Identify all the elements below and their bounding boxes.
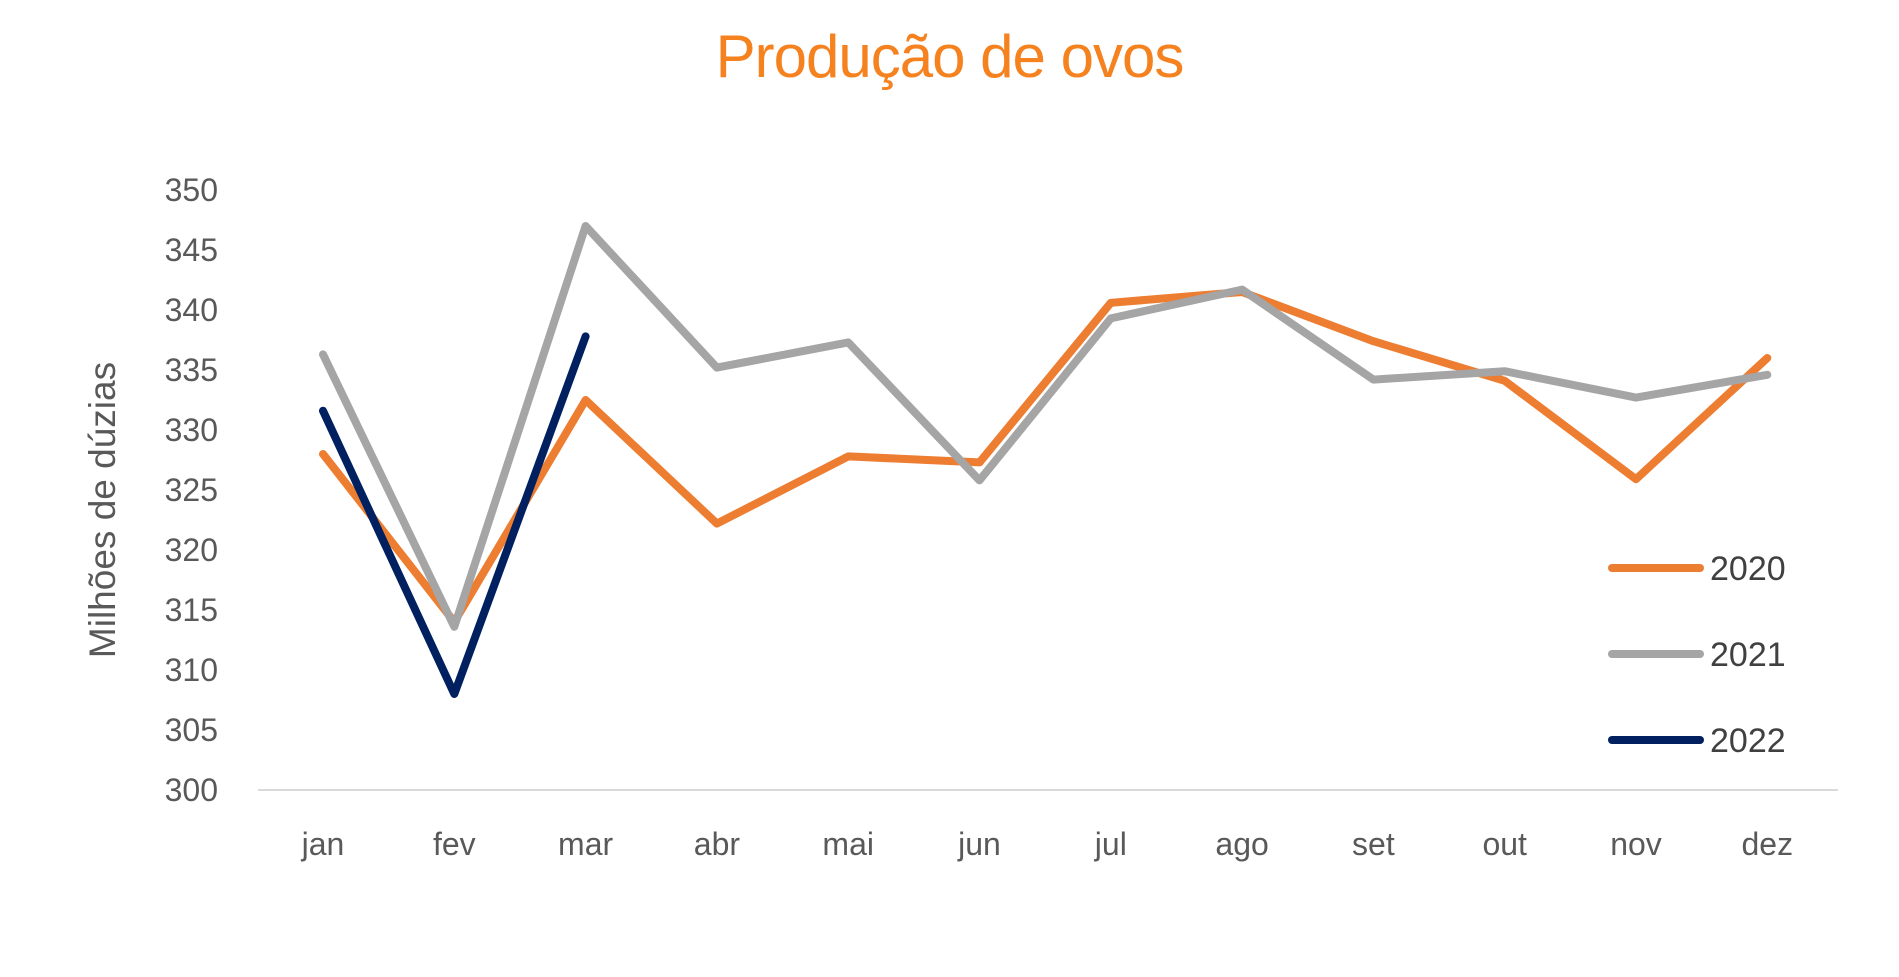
x-tick-label: set <box>1352 826 1395 862</box>
y-axis-ticks: 300 305 310 315 320 325 330 335 340 345 350 <box>165 172 218 808</box>
y-tick-label: 315 <box>165 592 218 628</box>
x-tick-label: abr <box>694 826 741 862</box>
y-tick-label: 320 <box>165 532 218 568</box>
legend-label-2022: 2022 <box>1710 722 1786 760</box>
x-tick-label: nov <box>1610 826 1662 862</box>
chart-title: Produção de ovos <box>715 23 1185 90</box>
x-tick-label: mai <box>822 826 874 862</box>
y-tick-label: 300 <box>165 772 218 808</box>
x-tick-label: mar <box>558 826 613 862</box>
x-tick-label: out <box>1482 826 1527 862</box>
legend: 2020 2021 2022 <box>1608 550 1786 760</box>
y-tick-label: 340 <box>165 292 218 328</box>
y-tick-label: 330 <box>165 412 218 448</box>
y-tick-label: 335 <box>165 352 218 388</box>
y-tick-label: 325 <box>165 472 218 508</box>
series-line-2021 <box>319 222 1772 631</box>
series-line-2020 <box>319 288 1772 626</box>
y-tick-label: 310 <box>165 652 218 688</box>
y-tick-label: 350 <box>165 172 218 208</box>
x-tick-label: jan <box>301 826 345 862</box>
y-axis-title: Milhões de dúzias <box>82 362 123 658</box>
x-tick-label: jun <box>957 826 1001 862</box>
x-tick-label: ago <box>1215 826 1268 862</box>
legend-label-2020: 2020 <box>1710 550 1786 588</box>
x-tick-label: dez <box>1742 826 1794 862</box>
legend-label-2021: 2021 <box>1710 636 1786 674</box>
series-line-2022 <box>319 332 590 698</box>
x-tick-label: fev <box>433 826 476 862</box>
y-tick-label: 345 <box>165 232 218 268</box>
series-lines <box>319 222 1772 698</box>
x-axis-ticks: jan fev mar abr mai jun jul ago set out nov dez <box>301 826 1793 862</box>
y-tick-label: 305 <box>165 712 218 748</box>
x-tick-label: jul <box>1094 826 1127 862</box>
